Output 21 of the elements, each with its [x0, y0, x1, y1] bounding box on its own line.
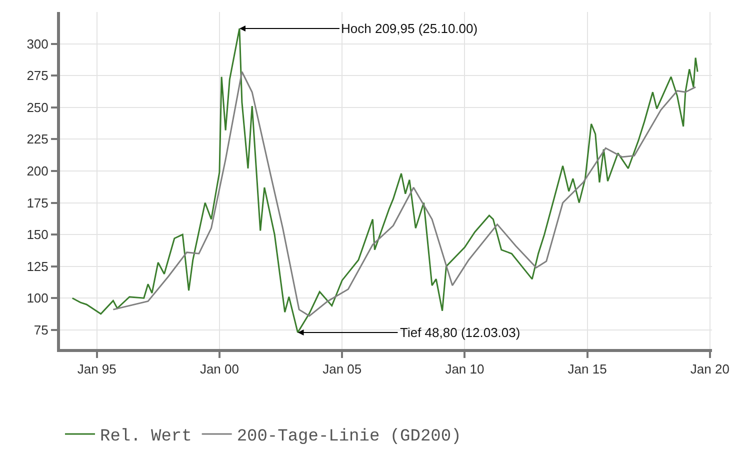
y-tick-label: 125 [26, 258, 48, 274]
x-tick-label: Jan 95 [77, 362, 116, 377]
annotation: Hoch 209,95 (25.10.00) [341, 21, 478, 36]
x-tick-label: Jan 00 [200, 362, 239, 377]
annotation: Tief 48,80 (12.03.03) [400, 325, 520, 340]
x-tick-label: Jan 05 [322, 362, 362, 377]
y-tick-label: 275 [26, 68, 48, 84]
y-tick-label: 200 [26, 164, 48, 179]
x-tick-label: Jan 20 [690, 362, 730, 377]
y-tick-label: 300 [26, 36, 48, 52]
y-tick-label: 100 [26, 290, 48, 306]
y-tick-label: 75 [34, 322, 48, 338]
line-series [112, 71, 696, 317]
y-tick-label: 175 [26, 195, 48, 210]
legend-label: Rel. Wert [100, 428, 192, 447]
x-tick-label: Jan 10 [445, 362, 484, 377]
x-tick-label: Jan 15 [568, 362, 607, 377]
legend-label: 200-Tage-Linie (GD200) [236, 428, 462, 447]
y-tick-label: 250 [26, 100, 48, 115]
y-tick-label: 150 [26, 227, 48, 242]
y-tick-label: 225 [26, 132, 48, 147]
